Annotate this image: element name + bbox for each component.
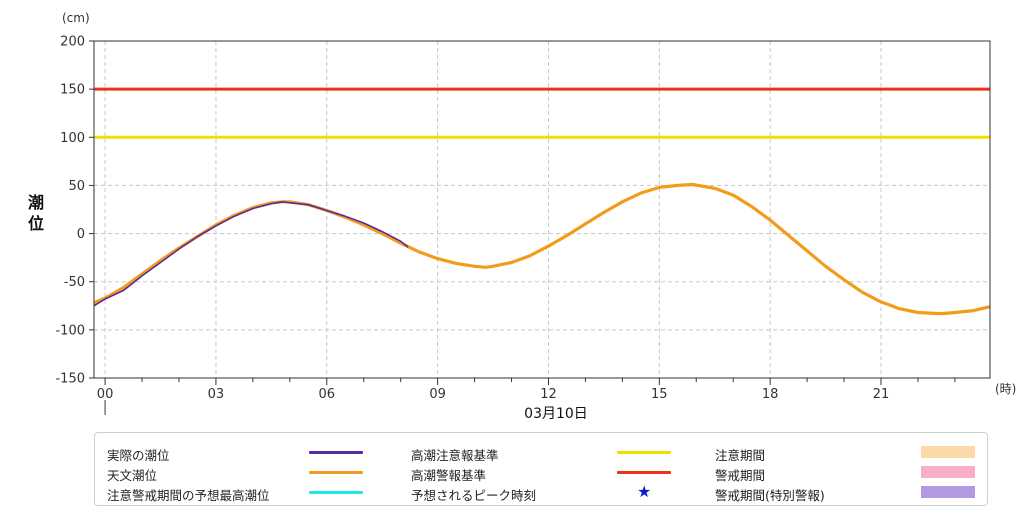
x-tick-label: 00	[97, 387, 114, 402]
legend-label: 警戒期間	[715, 468, 766, 483]
axes	[89, 40, 991, 415]
legend-item: 高潮注意報基準	[95, 443, 987, 463]
y-tick-label: 150	[60, 83, 85, 98]
legend-line-swatch	[309, 491, 363, 494]
data-series	[93, 182, 991, 316]
y-tick-label: -150	[55, 372, 85, 387]
reference-lines	[94, 87, 990, 139]
legend-line-swatch	[617, 471, 671, 474]
x-tick-label: 12	[540, 387, 557, 402]
y-tick-label: 50	[68, 179, 85, 194]
x-tick-label: 09	[429, 387, 446, 402]
y-tick-label: -50	[64, 275, 85, 290]
legend-line-swatch	[309, 451, 363, 454]
y-tick-labels: -150 -100 -50 0 50 100 150 200	[55, 35, 85, 387]
y-axis-title-2: 位	[28, 214, 44, 233]
legend: 実際の潮位 天文潮位 注意警戒期間の予想最高潮位 高潮注意報基準 高潮警報基準 予想される…	[94, 432, 988, 506]
legend-label: 高潮注意報基準	[411, 448, 499, 463]
plot-frame	[93, 40, 991, 379]
legend-line-swatch	[309, 471, 363, 474]
y-tick-label: 100	[60, 131, 85, 146]
legend-item: 実際の潮位	[95, 443, 987, 463]
star-icon: ★	[637, 482, 652, 501]
legend-label: 高潮警報基準	[411, 468, 487, 483]
legend-line-swatch	[617, 451, 671, 454]
x-tick-label: 03	[208, 387, 225, 402]
legend-item: 警戒期間	[95, 463, 987, 483]
legend-label: 警戒期間(特別警報)	[715, 488, 825, 503]
y-tick-label: 0	[77, 227, 85, 242]
legend-item: 天文潮位	[95, 463, 987, 483]
x-tick-label: 06	[319, 387, 336, 402]
x-unit-label: (時)	[995, 382, 1016, 396]
legend-label: 予想されるピーク時刻	[411, 488, 537, 503]
legend-label: 天文潮位	[107, 468, 158, 483]
series-line	[93, 182, 991, 316]
legend-label: 注意警戒期間の予想最高潮位	[107, 488, 270, 503]
grid-lines	[94, 41, 990, 378]
tide-chart: (cm) 潮 位 (時) 03月10日 -150-100-50050100150…	[28, 11, 1016, 422]
legend-item: 高潮警報基準	[95, 463, 987, 483]
legend-item: 予想されるピーク時刻 ★	[95, 482, 987, 504]
series-line	[93, 201, 409, 307]
legend-box-swatch	[921, 446, 975, 458]
x-tick-label: 21	[873, 387, 890, 402]
y-tick-label: -100	[55, 323, 85, 338]
legend-item: 警戒期間(特別警報)	[95, 483, 987, 503]
legend-item: 注意警戒期間の予想最高潮位	[95, 483, 987, 503]
legend-box-swatch	[921, 486, 975, 498]
legend-label: 注意期間	[715, 448, 766, 463]
y-unit-label: (cm)	[62, 11, 90, 25]
x-tick-labels: 00 03 06 09 12 15 18 21	[97, 387, 889, 402]
y-axis-title-1: 潮	[28, 193, 44, 212]
x-tick-label: 15	[651, 387, 668, 402]
legend-box-swatch	[921, 466, 975, 478]
x-tick-label: 18	[762, 387, 779, 402]
legend-item: 注意期間	[95, 443, 987, 463]
legend-label: 実際の潮位	[107, 448, 170, 463]
date-label: 03月10日	[524, 406, 588, 422]
y-tick-label: 200	[60, 35, 85, 50]
